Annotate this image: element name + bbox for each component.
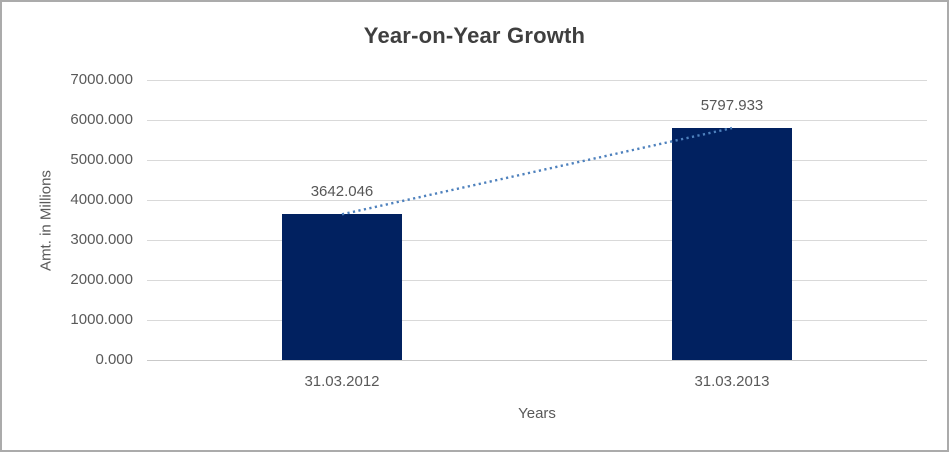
gridline bbox=[147, 320, 927, 321]
chart-title: Year-on-Year Growth bbox=[363, 23, 586, 48]
bar-31.03.2012 bbox=[282, 214, 402, 360]
gridline bbox=[147, 80, 927, 81]
gridline bbox=[147, 200, 927, 201]
y-tick-label: 3000.000 bbox=[70, 231, 133, 248]
y-tick-label: 6000.000 bbox=[70, 111, 133, 128]
gridline bbox=[147, 240, 927, 241]
x-tick-label: 31.03.2012 bbox=[304, 373, 380, 390]
data-label: 3642.046 bbox=[310, 183, 374, 200]
x-axis-title: Years bbox=[518, 405, 556, 422]
x-tick-label: 31.03.2013 bbox=[694, 373, 770, 390]
x-axis-line bbox=[147, 360, 927, 361]
y-tick-label: 7000.000 bbox=[70, 71, 133, 88]
bar-31.03.2013 bbox=[672, 128, 792, 360]
gridline bbox=[147, 280, 927, 281]
y-tick-label: 4000.000 bbox=[70, 191, 133, 208]
y-tick-label: 0.000 bbox=[95, 351, 133, 368]
gridline bbox=[147, 120, 927, 121]
y-tick-label: 5000.000 bbox=[70, 151, 133, 168]
y-tick-label: 2000.000 bbox=[70, 271, 133, 288]
y-tick-label: 1000.000 bbox=[70, 311, 133, 328]
gridline bbox=[147, 160, 927, 161]
data-label: 5797.933 bbox=[700, 97, 764, 114]
